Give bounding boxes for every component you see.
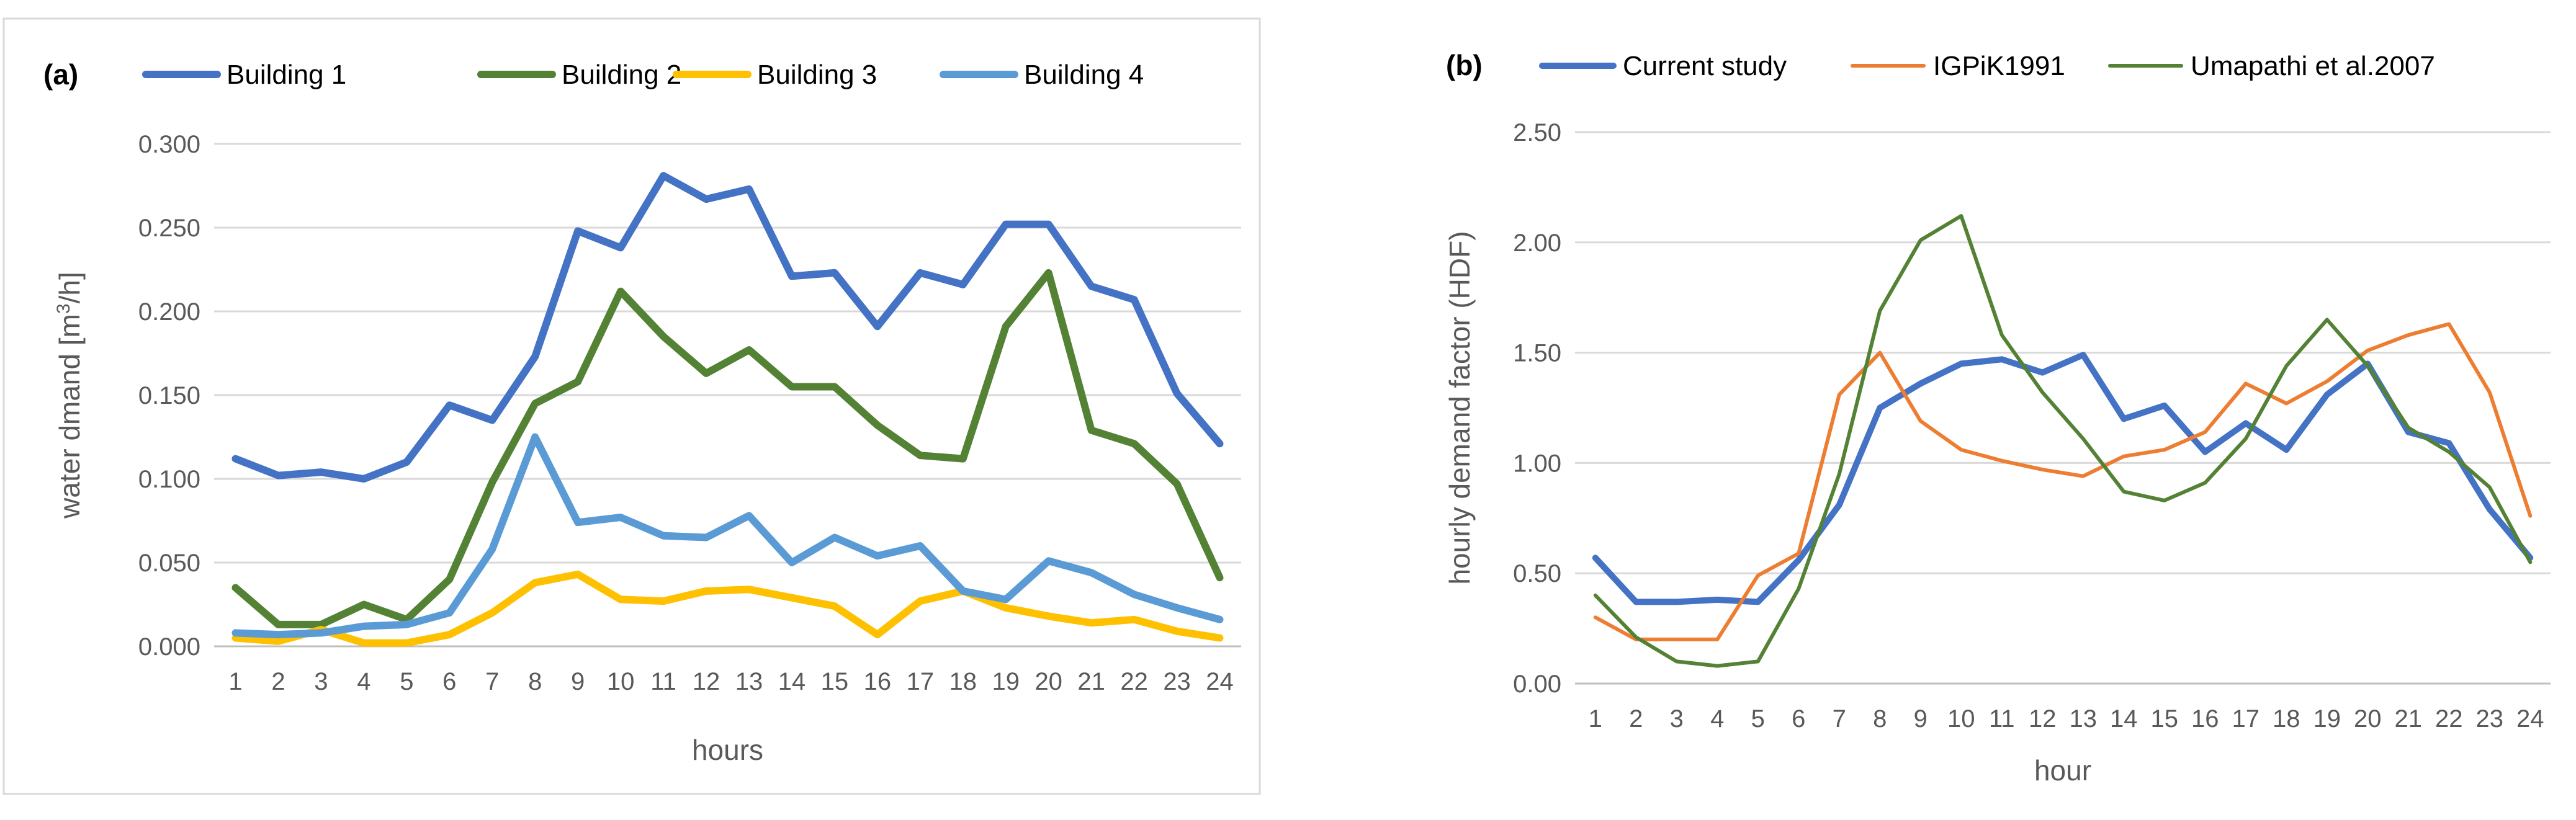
x-tick-label: 9 (1914, 705, 1928, 733)
x-tick-label: 22 (1120, 668, 1148, 695)
x-tick-label: 12 (2029, 705, 2057, 733)
legend-entry: Building 1 (227, 60, 346, 90)
x-tick-label: 16 (864, 668, 892, 695)
series-line-1 (231, 172, 1224, 483)
y-axis-title: hourly demand factor (HDF) (1443, 231, 1476, 584)
x-tick-label: 15 (821, 668, 849, 695)
series-line-2 (231, 269, 1224, 628)
y-tick-label: 1.50 (1513, 340, 1561, 367)
legend-entry: Building 2 (562, 60, 681, 90)
chart-panel-b: 0.000.501.001.502.002.501 2 3 4 5 6 7 8 9 10 11 12 1… (1443, 49, 2551, 787)
x-tick-label: 20 (2354, 705, 2382, 733)
x-tick-label: 6 (1792, 705, 1805, 733)
x-tick-label: 20 (1034, 668, 1062, 695)
x-tick-label: 1 (228, 668, 242, 695)
legend-entry: Building 4 (1024, 60, 1144, 90)
series-line-1 (1592, 352, 2534, 605)
x-tick-label: 24 (2516, 705, 2544, 733)
x-tick-label: 6 (442, 668, 456, 695)
x-axis-title: hour (2034, 754, 2091, 787)
x-tick-label: 12 (693, 668, 720, 695)
y-tick-label: 0.050 (138, 550, 200, 577)
x-tick-label: 21 (2395, 705, 2423, 733)
x-tick-label: 22 (2435, 705, 2463, 733)
x-tick-label: 13 (2070, 705, 2098, 733)
y-tick-label: 0.250 (138, 215, 200, 242)
y-tick-label: 1.00 (1513, 450, 1561, 477)
x-tick-label: 15 (2151, 705, 2179, 733)
x-tick-label: 3 (314, 668, 328, 695)
x-tick-label: 18 (2273, 705, 2300, 733)
chart-border (2, 17, 1261, 795)
y-axis-title: water dmand [m3/h] (53, 272, 86, 519)
x-tick-label: 21 (1077, 668, 1105, 695)
x-tick-label: 14 (2110, 705, 2138, 733)
x-tick-label: 24 (1206, 668, 1234, 695)
y-tick-label: 0.300 (138, 131, 200, 158)
x-tick-label: 8 (528, 668, 542, 695)
x-tick-label: 8 (1873, 705, 1887, 733)
x-tick-label: 7 (1833, 705, 1846, 733)
y-tick-label: 0.150 (138, 382, 200, 409)
x-tick-label: 11 (650, 668, 676, 695)
legend-entry: Umapathi et al.2007 (2191, 51, 2435, 81)
x-axis-title: hours (692, 734, 763, 766)
x-tick-label: 4 (357, 668, 370, 695)
y-tick-label: 2.50 (1513, 119, 1561, 146)
panel-label: (b) (1446, 49, 1483, 81)
x-tick-label: 18 (949, 668, 977, 695)
series-line-2 (1593, 322, 2533, 641)
x-tick-label: 7 (485, 668, 499, 695)
x-tick-label: 19 (992, 668, 1020, 695)
x-tick-label: 17 (2232, 705, 2260, 733)
x-tick-label: 13 (735, 668, 763, 695)
x-tick-label: 10 (1947, 705, 1975, 733)
x-tick-label: 19 (2313, 705, 2341, 733)
x-tick-label: 2 (271, 668, 285, 695)
x-tick-label: 4 (1710, 705, 1724, 733)
y-tick-label: 0.200 (138, 298, 200, 326)
y-tick-label: 0.000 (138, 633, 200, 661)
y-axis-title-main: water dmand [m (53, 314, 86, 519)
x-tick-label: 16 (2191, 705, 2219, 733)
series-line-3 (231, 570, 1224, 647)
y-tick-label: 0.100 (138, 466, 200, 493)
x-tick-label: 23 (2476, 705, 2504, 733)
series-line-3 (1593, 214, 2533, 668)
y-axis-title-tail: /h] (53, 272, 86, 303)
series-line-4 (231, 433, 1224, 639)
x-tick-label: 14 (778, 668, 806, 695)
x-tick-label: 5 (400, 668, 413, 695)
x-tick-label: 17 (907, 668, 935, 695)
panel-label: (a) (43, 58, 78, 91)
x-tick-label: 11 (1989, 705, 2015, 733)
legend-entry: Current study (1623, 51, 1787, 81)
x-tick-label: 2 (1629, 705, 1643, 733)
legend-entry: IGPiK1991 (1933, 51, 2065, 81)
x-tick-label: 10 (607, 668, 635, 695)
y-tick-label: 2.00 (1513, 230, 1561, 257)
x-tick-label: 1 (1589, 705, 1602, 733)
y-tick-label: 0.50 (1513, 560, 1561, 587)
x-tick-label: 3 (1670, 705, 1684, 733)
x-tick-label: 9 (571, 668, 585, 695)
y-tick-label: 0.00 (1513, 671, 1561, 698)
x-tick-label: 5 (1751, 705, 1765, 733)
x-tick-label: 23 (1163, 668, 1191, 695)
y-axis-title-superscript: 3 (53, 303, 74, 314)
legend-entry: Building 3 (757, 60, 877, 90)
